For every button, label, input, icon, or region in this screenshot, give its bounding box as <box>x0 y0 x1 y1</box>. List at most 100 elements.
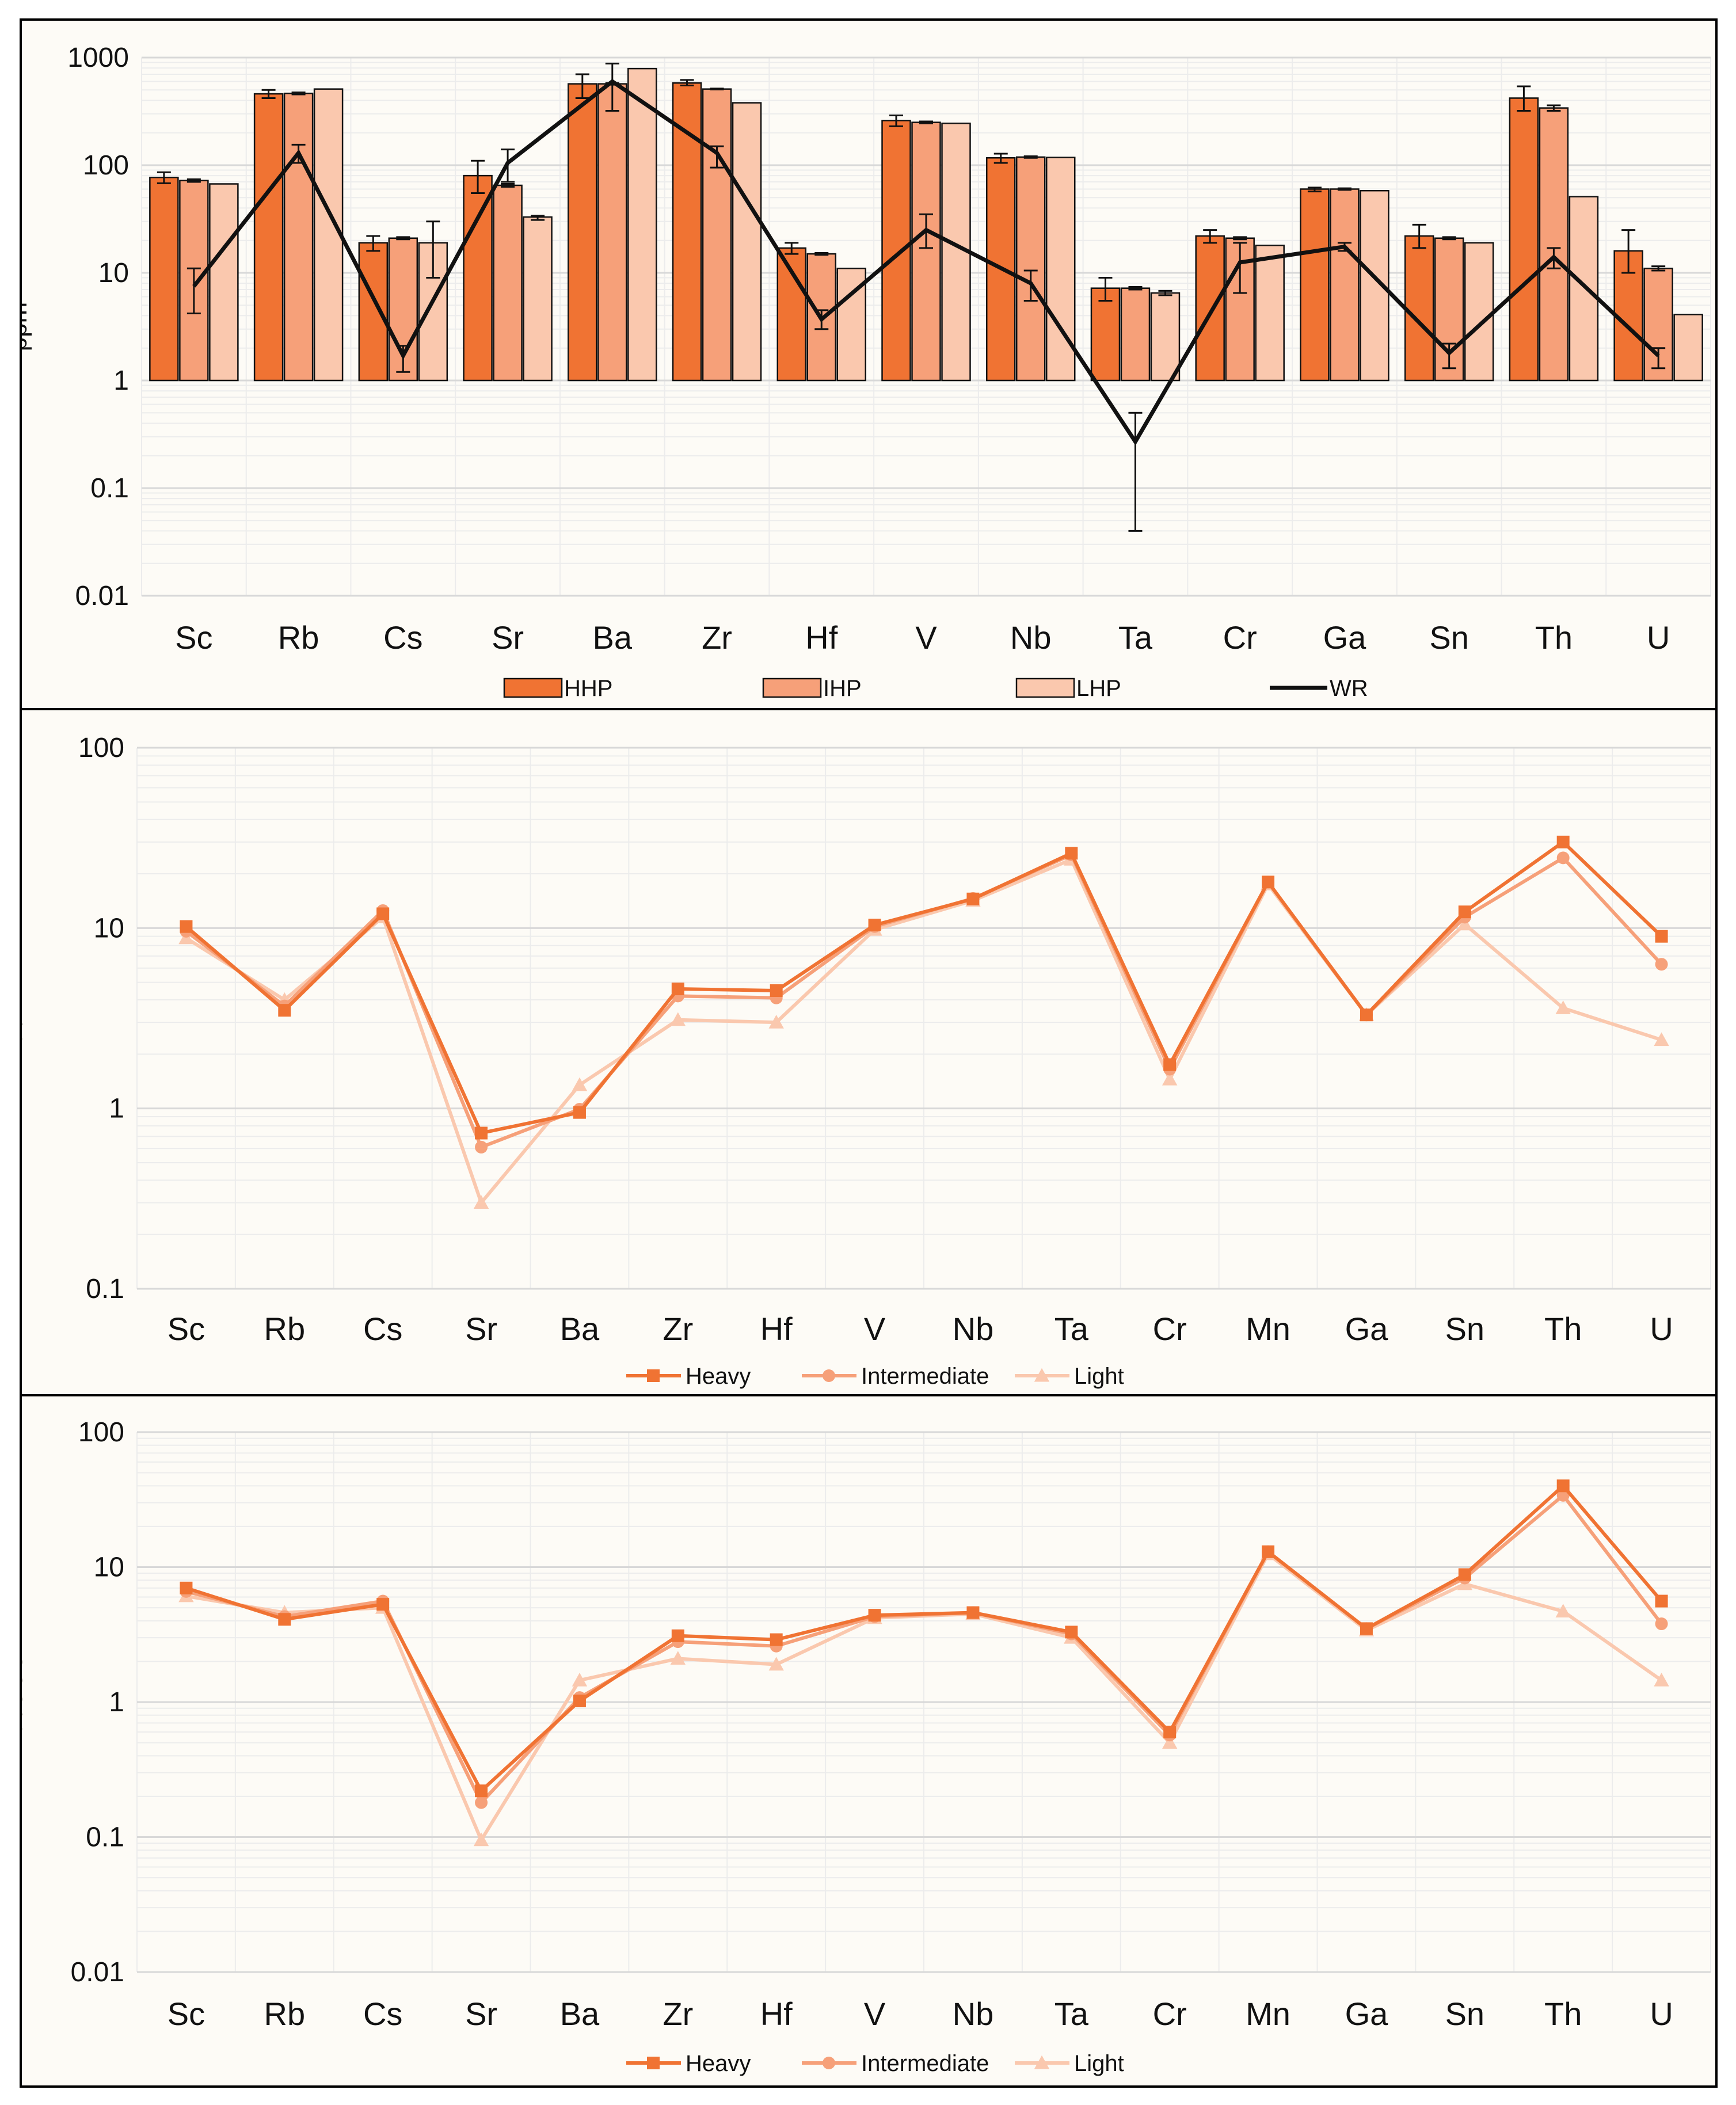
bar-hhp-sn <box>1404 235 1434 382</box>
x-category-label-ta: Ta <box>1054 1311 1089 1347</box>
chart-ppm: 0.01 0.1 1 10 100 1000 Sc Rb Cs Sr Ba Zr Hf V Nb Ta Cr Ga… <box>22 43 1711 701</box>
marker-light-cr <box>1162 1071 1178 1086</box>
x-category-label-nb: Nb <box>1010 619 1052 656</box>
y-tick-label: 10 <box>94 913 124 943</box>
bar-lhp-rb <box>313 88 344 382</box>
legend-label-wr: WR <box>1330 676 1368 701</box>
y-tick-label: 0.1 <box>86 1822 124 1853</box>
bar-ihp-sr <box>493 184 523 382</box>
marker-heavy-zr <box>671 1629 684 1642</box>
marker-heavy-sc <box>180 920 193 933</box>
legend-label-heavy: Heavy <box>686 2051 751 2076</box>
marker-heavy-ba <box>573 1106 586 1119</box>
x-category-label-ba: Ba <box>560 1996 600 2032</box>
marker-light-ba <box>572 1672 588 1687</box>
x-category-label-sn: Sn <box>1429 619 1469 656</box>
marker-light-hf <box>768 1014 784 1029</box>
bar-lhp-sc <box>209 183 239 382</box>
marker-light-u <box>1654 1032 1669 1046</box>
x-category-label-u: U <box>1647 619 1670 656</box>
marker-heavy-mn <box>1262 876 1275 889</box>
marker-heavy-sr <box>475 1784 488 1798</box>
marker-intermediate-th <box>1556 851 1570 865</box>
bar-lhp-cr <box>1255 245 1285 382</box>
marker-light-sn <box>1457 916 1473 931</box>
x-category-label-v: V <box>864 1311 886 1347</box>
x-category-label-ba: Ba <box>593 619 633 656</box>
y-tick-label: 0.01 <box>75 581 129 611</box>
legend-label-intermediate: Intermediate <box>861 1364 989 1389</box>
legend-label-intermediate: Intermediate <box>861 2051 989 2076</box>
series-line-heavy <box>185 1484 1663 1793</box>
legend-label-ihp: IHP <box>823 676 862 701</box>
marker-heavy-th <box>1556 1479 1570 1493</box>
bar-hhp-hf <box>776 247 807 382</box>
bar-lhp-ta <box>1150 292 1181 382</box>
x-category-label-v: V <box>864 1996 886 2032</box>
marker-heavy-mn <box>1262 1545 1275 1558</box>
x-category-label-v: V <box>915 619 937 656</box>
y-tick-label: 1 <box>109 1687 124 1718</box>
y-tick-label: 100 <box>78 733 124 763</box>
x-category-label-cr: Cr <box>1153 1311 1187 1347</box>
x-category-label-cs: Cs <box>363 1311 402 1347</box>
x-category-label-nb: Nb <box>953 1996 994 2032</box>
y-tick-label: 10 <box>94 1552 124 1583</box>
x-category-label-hf: Hf <box>805 619 837 656</box>
bar-lhp-zr <box>732 102 762 382</box>
marker-light-zr <box>670 1651 686 1665</box>
marker-heavy-u <box>1655 1594 1668 1608</box>
legend-marker-heavy <box>647 1369 660 1382</box>
bar-ihp-v <box>911 121 941 382</box>
marker-intermediate-u <box>1655 1617 1668 1631</box>
bar-ihp-ga <box>1330 188 1360 382</box>
legend-label-light: Light <box>1074 2051 1124 2076</box>
marker-heavy-v <box>868 918 881 931</box>
marker-heavy-sr <box>475 1126 488 1140</box>
panel-ppm-bar-chart: 0.01 0.1 1 10 100 1000 Sc Rb Cs Sr Ba Zr Hf V Nb Ta Cr Ga… <box>20 18 1718 710</box>
x-category-label-cs: Cs <box>383 619 422 656</box>
marker-heavy-hf <box>770 984 783 997</box>
bar-ihp-ta <box>1120 287 1151 382</box>
y-tick-label: 10 <box>98 258 129 288</box>
x-category-label-u: U <box>1650 1996 1673 2032</box>
bar-ihp-ba <box>597 83 627 382</box>
bar-hhp-th <box>1509 97 1539 382</box>
x-category-label-ga: Ga <box>1345 1311 1389 1347</box>
marker-light-ba <box>572 1077 588 1091</box>
legend-swatch-hhp <box>503 677 563 698</box>
legend-marker-intermediate <box>823 1369 835 1382</box>
legend-swatch-lhp <box>1015 677 1075 698</box>
bar-lhp-u <box>1673 314 1703 382</box>
x-category-label-rb: Rb <box>264 1311 306 1347</box>
marker-heavy-cr <box>1163 1726 1177 1739</box>
bar-hhp-rb <box>253 93 284 382</box>
marker-heavy-ga <box>1360 1008 1373 1022</box>
marker-heavy-rb <box>278 1004 291 1017</box>
legend-label-hhp: HHP <box>564 676 612 701</box>
x-category-label-sr: Sr <box>492 619 524 656</box>
legend-label-heavy: Heavy <box>686 1364 751 1389</box>
marker-intermediate-sr <box>475 1796 488 1809</box>
bar-lhp-ga <box>1360 189 1389 382</box>
marker-heavy-ga <box>1360 1622 1373 1635</box>
bar-lhp-sr <box>523 216 553 382</box>
panel-hp-ucc-line-chart: 0.01 0.1 1 10 100 Sc Rb Cs Sr Ba Zr Hf V Nb Ta Cr Mn Ga Sn… <box>20 1394 1718 2088</box>
x-category-label-hf: Hf <box>760 1311 793 1347</box>
legend-marker-heavy <box>647 2057 660 2069</box>
x-category-label-sc: Sc <box>175 619 212 656</box>
y-tick-label: 100 <box>78 1417 124 1448</box>
x-category-label-zr: Zr <box>702 619 732 656</box>
x-category-label-u: U <box>1650 1311 1673 1347</box>
marker-heavy-cs <box>376 907 390 920</box>
x-category-label-sr: Sr <box>465 1311 497 1347</box>
marker-heavy-ta <box>1065 847 1078 860</box>
x-category-label-cr: Cr <box>1223 619 1257 656</box>
marker-heavy-v <box>868 1609 881 1622</box>
marker-heavy-cs <box>376 1598 390 1611</box>
marker-heavy-cr <box>1163 1058 1177 1071</box>
bar-ihp-th <box>1539 107 1569 382</box>
chart-hp-ucc: 0.01 0.1 1 10 100 Sc Rb Cs Sr Ba Zr Hf V Nb Ta Cr Mn Ga Sn… <box>22 1417 1711 2076</box>
x-category-label-cr: Cr <box>1153 1996 1187 2032</box>
